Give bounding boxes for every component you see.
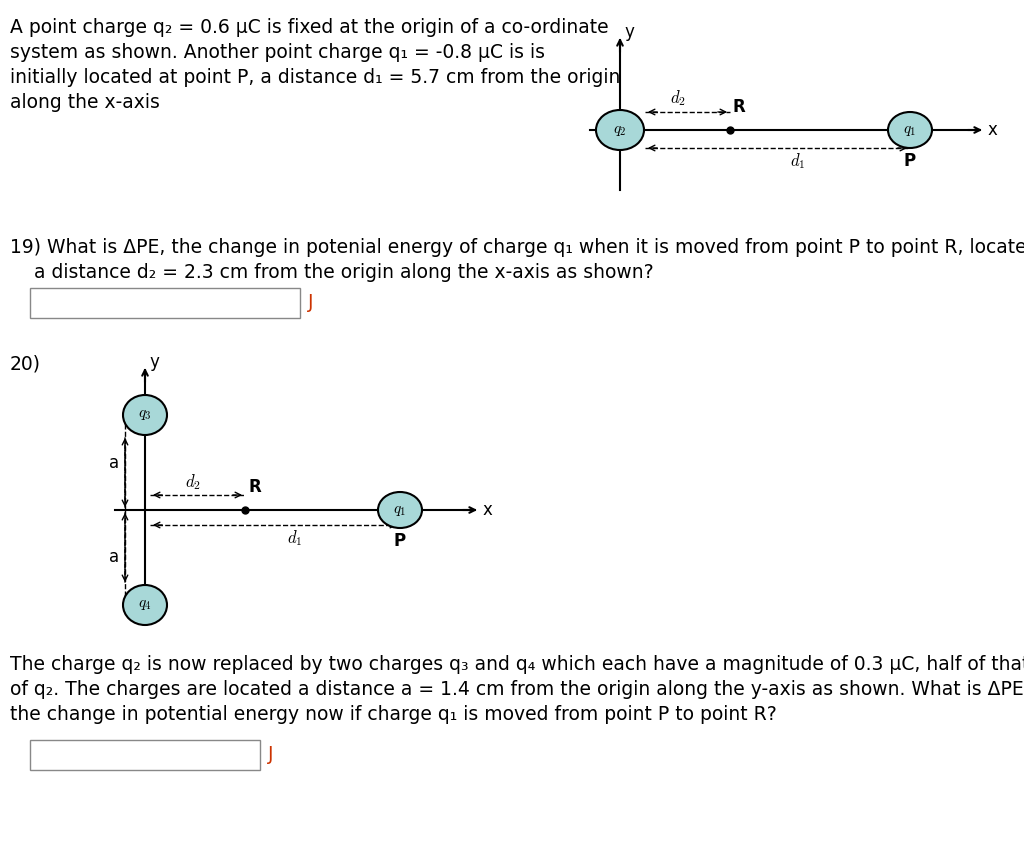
Text: $q_2$: $q_2$ (613, 123, 627, 137)
Text: $q_1$: $q_1$ (903, 123, 916, 137)
Text: $d_1$: $d_1$ (288, 528, 303, 548)
Ellipse shape (888, 112, 932, 148)
Text: x: x (483, 501, 493, 519)
Text: P: P (394, 532, 407, 550)
Text: $q_1$: $q_1$ (393, 502, 407, 518)
Text: y: y (624, 23, 634, 41)
Text: y: y (150, 353, 159, 371)
Text: a distance d₂ = 2.3 cm from the origin along the x-axis as shown?: a distance d₂ = 2.3 cm from the origin a… (10, 263, 653, 282)
Text: R: R (248, 478, 261, 496)
Text: P: P (904, 152, 916, 170)
Text: 20): 20) (10, 355, 41, 374)
Text: of q₂. The charges are located a distance a = 1.4 cm from the origin along the y: of q₂. The charges are located a distanc… (10, 680, 1024, 699)
Text: x: x (988, 121, 997, 139)
Text: $q_4$: $q_4$ (138, 597, 152, 612)
Text: $q_3$: $q_3$ (138, 407, 152, 423)
Text: $d_1$: $d_1$ (790, 151, 805, 171)
Ellipse shape (378, 492, 422, 528)
Text: $d_2$: $d_2$ (184, 472, 201, 492)
Text: system as shown. Another point charge q₁ = -0.8 μC is is: system as shown. Another point charge q₁… (10, 43, 545, 62)
Text: 19) What is ΔPE, the change in potenial energy of charge q₁ when it is moved fro: 19) What is ΔPE, the change in potenial … (10, 238, 1024, 257)
Text: along the x-axis: along the x-axis (10, 93, 160, 112)
Text: J: J (268, 745, 273, 765)
Text: R: R (733, 98, 745, 116)
Text: the change in potential energy now if charge q₁ is moved from point P to point R: the change in potential energy now if ch… (10, 705, 777, 724)
Text: a: a (109, 549, 119, 567)
Ellipse shape (596, 110, 644, 150)
Ellipse shape (123, 395, 167, 435)
Text: initially located at point P, a distance d₁ = 5.7 cm from the origin: initially located at point P, a distance… (10, 68, 621, 87)
Text: J: J (308, 294, 313, 313)
Bar (30, 740, 260, 770)
Text: a: a (109, 453, 119, 472)
Ellipse shape (123, 585, 167, 625)
Text: $d_2$: $d_2$ (670, 88, 685, 108)
Bar (30, 288, 300, 318)
Text: A point charge q₂ = 0.6 μC is fixed at the origin of a co-ordinate: A point charge q₂ = 0.6 μC is fixed at t… (10, 18, 608, 37)
Text: The charge q₂ is now replaced by two charges q₃ and q₄ which each have a magnitu: The charge q₂ is now replaced by two cha… (10, 655, 1024, 674)
